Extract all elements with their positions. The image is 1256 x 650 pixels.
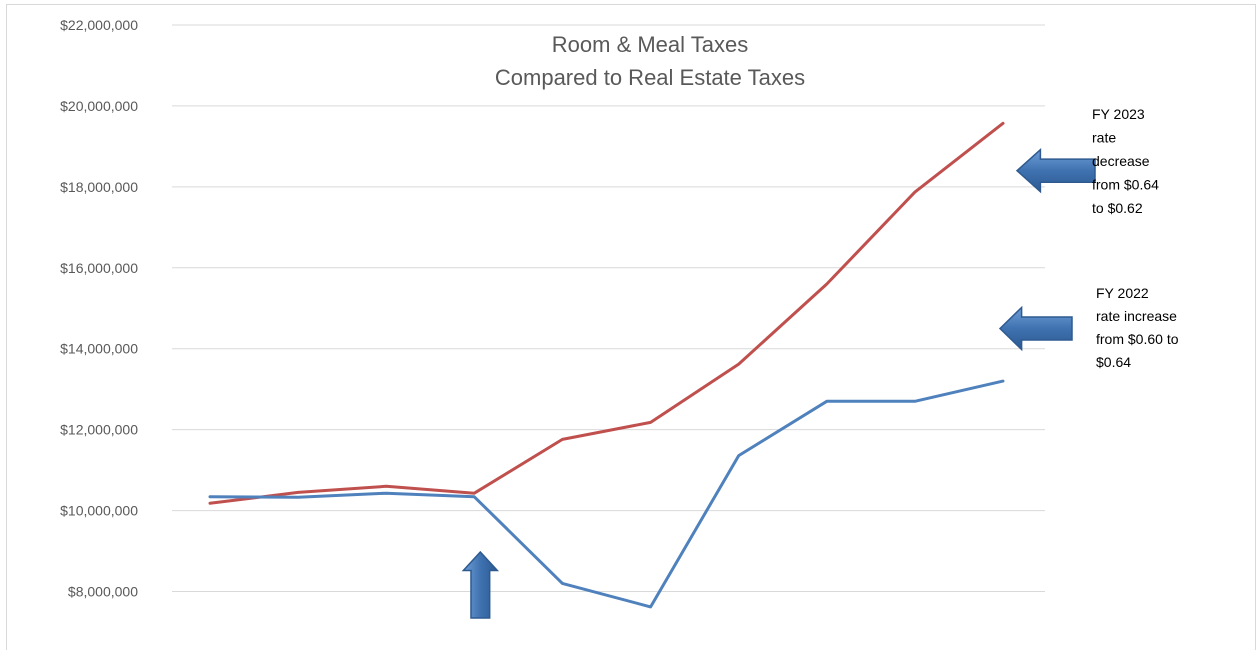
annotation-text-line: $0.64 [1096, 354, 1131, 370]
annotation-text-line: FY 2022 [1096, 285, 1149, 301]
y-tick-label: $10,000,000 [60, 503, 138, 519]
up-arrow-icon [461, 550, 500, 619]
y-tick-label: $8,000,000 [68, 584, 138, 600]
y-tick-label: $16,000,000 [60, 260, 138, 276]
y-tick-label: $12,000,000 [60, 422, 138, 438]
left-arrow-icon [1015, 147, 1096, 194]
annotation-text-line: rate [1092, 130, 1116, 146]
y-tick-label: $20,000,000 [60, 98, 138, 114]
annotations: FY 2023 rate decrease from $0.64 to $0.62 FY … [461, 106, 1179, 619]
series-line-2 [208, 379, 1005, 609]
y-axis-tick-labels: $8,000,000 $10,000,000 $12,000,000 $14,000,… [60, 17, 138, 600]
y-tick-label: $18,000,000 [60, 179, 138, 195]
annotation-text-line: from $0.60 to [1096, 331, 1179, 347]
annotation-text-line: FY 2023 [1092, 106, 1145, 122]
annotation-text-line: to $0.62 [1092, 200, 1143, 216]
annotation-text-line: decrease [1092, 153, 1150, 169]
y-tick-label: $14,000,000 [60, 341, 138, 357]
chart-title-line-1: Room & Meal Taxes [552, 32, 748, 57]
series-lines [208, 121, 1005, 609]
chart-title: Room & Meal Taxes Compared to Real Estate… [495, 32, 805, 90]
annotation-text-line: from $0.64 [1092, 177, 1159, 193]
gridlines [172, 24, 1045, 593]
annotation-text-line: rate increase [1096, 308, 1177, 324]
left-arrow-icon [998, 305, 1073, 352]
series-line-1 [208, 121, 1005, 505]
chart-title-line-2: Compared to Real Estate Taxes [495, 65, 805, 90]
y-tick-label: $22,000,000 [60, 17, 138, 33]
